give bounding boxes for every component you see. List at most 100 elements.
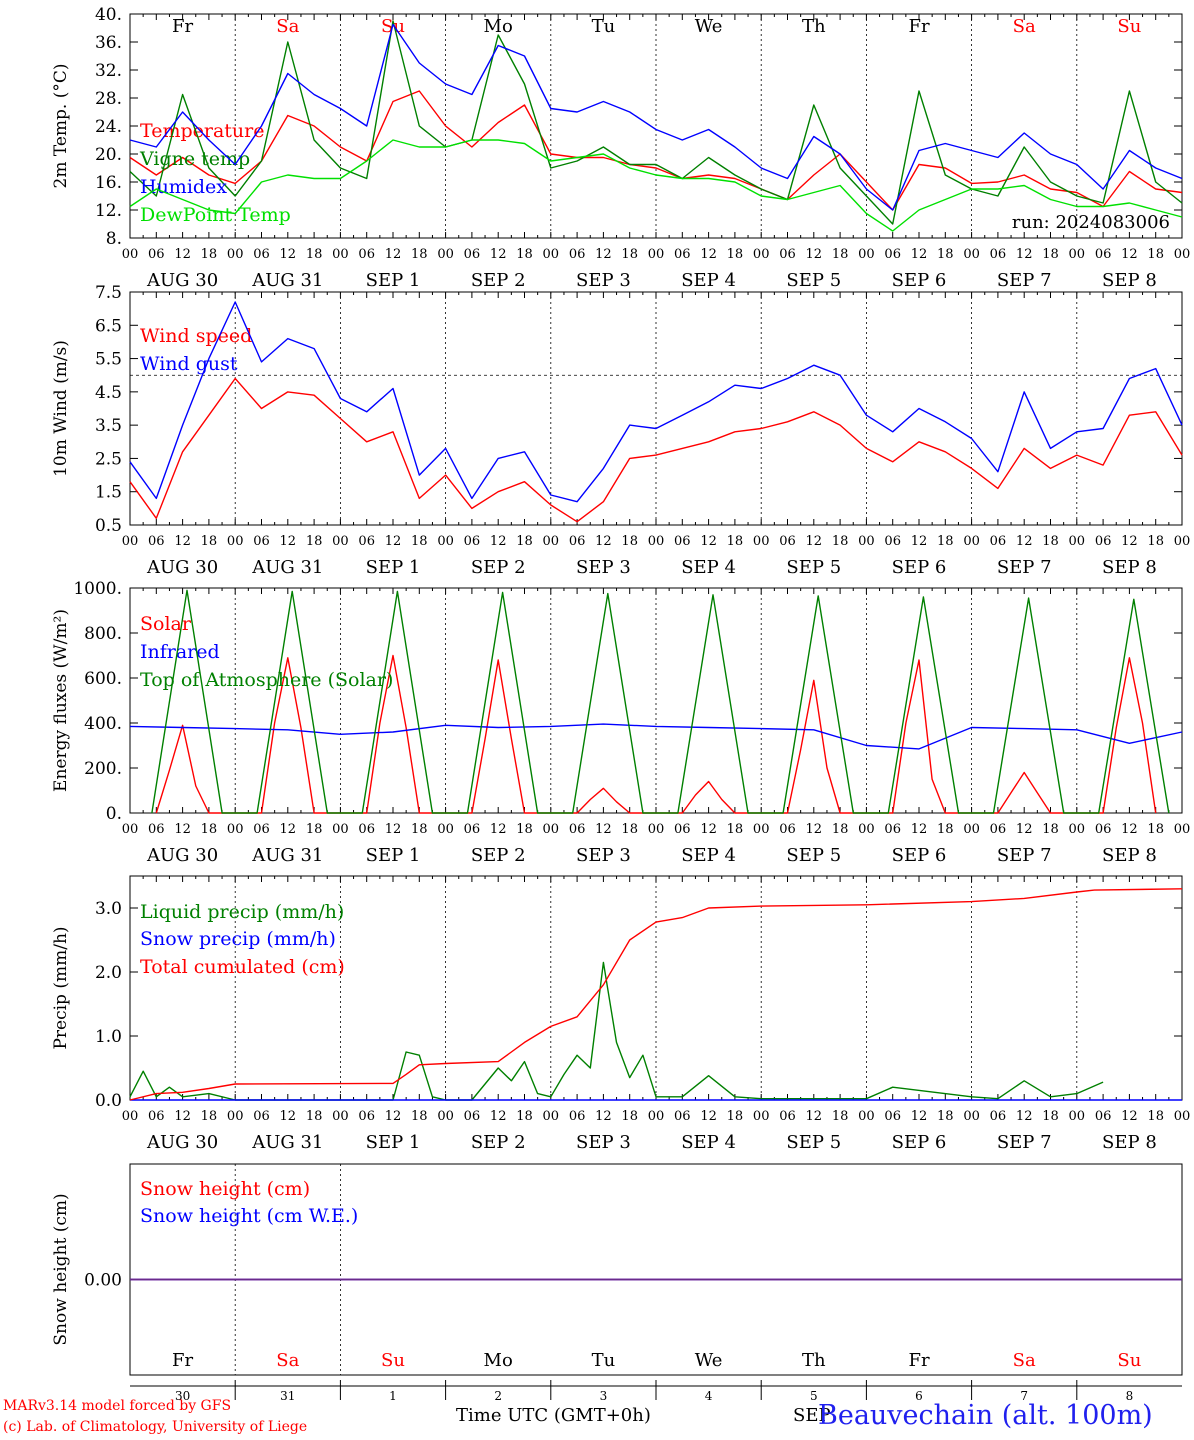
date-label: AUG 30 <box>146 1132 218 1153</box>
hour-label: 06 <box>464 1109 481 1124</box>
legend-entry: Liquid precip (mm/h) <box>140 901 344 923</box>
date-label: SEP 6 <box>892 270 947 291</box>
hour-label: 00 <box>1069 534 1086 549</box>
bottom-day-label: Tu <box>592 1350 616 1371</box>
hour-label: 12 <box>1121 822 1138 837</box>
hour-label: 18 <box>621 247 638 262</box>
hour-label: 12 <box>700 247 717 262</box>
hour-label: 00 <box>648 822 665 837</box>
hour-label: 00 <box>437 534 454 549</box>
hour-label: 06 <box>1095 247 1112 262</box>
bottom-day-label: Fr <box>172 1350 193 1371</box>
hour-label: 06 <box>253 1109 270 1124</box>
hour-label: 00 <box>963 1109 980 1124</box>
y-tick-label: 28. <box>95 89 122 109</box>
hour-label: 18 <box>1147 1109 1164 1124</box>
panel-5: 0.00 Snow height (cm) Snow height (cm) Snow… <box>51 1163 1183 1376</box>
hour-label: 18 <box>832 1109 849 1124</box>
date-label: SEP 2 <box>471 270 526 291</box>
legend-entry: Wind gust <box>140 353 238 375</box>
hour-label: 00 <box>122 1109 139 1124</box>
hour-label: 12 <box>700 1109 717 1124</box>
y-tick-label: 6.5 <box>95 316 122 336</box>
hour-label: 06 <box>779 534 796 549</box>
y-axis-title: Snow height (cm) <box>51 1193 71 1345</box>
hour-label: 18 <box>201 247 218 262</box>
y-tick-label: 7.5 <box>95 283 122 303</box>
bottom-day-label: Th <box>802 1350 826 1371</box>
y-tick-label: 400. <box>84 714 122 734</box>
date-label: SEP 6 <box>892 845 947 866</box>
hour-label: 06 <box>148 247 165 262</box>
bottom-day-number: 3 <box>600 1389 608 1403</box>
hour-label: 00 <box>753 822 770 837</box>
hour-label: 00 <box>648 1109 665 1124</box>
hour-label: 00 <box>332 247 349 262</box>
series-wind-speed <box>129 377 1183 523</box>
legend-entry: Wind speed <box>140 325 252 347</box>
date-label: SEP 8 <box>1102 1132 1157 1153</box>
y-axis-title: 10m Wind (m/s) <box>51 340 71 477</box>
hour-label: 06 <box>358 822 375 837</box>
hour-label: 18 <box>516 1109 533 1124</box>
hour-label: 18 <box>727 822 744 837</box>
hour-label: 00 <box>227 247 244 262</box>
date-label: SEP 8 <box>1102 557 1157 578</box>
station-name: Beauvechain (alt. 100m) <box>818 1400 1153 1431</box>
hour-label: 18 <box>727 534 744 549</box>
hour-label: 00 <box>963 247 980 262</box>
hour-label: 18 <box>727 247 744 262</box>
date-label: SEP 1 <box>366 1132 421 1153</box>
y-tick-label: 4.5 <box>95 383 122 403</box>
y-tick-label: 36. <box>95 33 122 53</box>
hour-label: 18 <box>1042 822 1059 837</box>
panel-3: 0. 200. 400. 600. 800. 1000.Energy fluxes (W/… <box>51 579 1190 866</box>
date-label: SEP 4 <box>681 270 736 291</box>
y-tick-label: 20. <box>95 145 122 165</box>
y-axis-title: 2m Temp. (°C) <box>51 63 71 188</box>
date-label: SEP 4 <box>681 1132 736 1153</box>
hour-label: 00 <box>1174 822 1191 837</box>
bottom-day-label: Su <box>1117 1350 1141 1371</box>
hour-label: 06 <box>884 534 901 549</box>
series-infrared <box>129 723 1183 750</box>
hour-label: 18 <box>411 822 428 837</box>
date-label: SEP 1 <box>366 845 421 866</box>
partial-month-label: SEP <box>793 1405 831 1426</box>
y-tick-label: 8. <box>106 229 122 249</box>
hour-label: 06 <box>990 822 1007 837</box>
hour-label: 12 <box>174 247 191 262</box>
hour-label: 06 <box>464 534 481 549</box>
hour-label: 12 <box>595 247 612 262</box>
series-wind-gust <box>129 301 1183 503</box>
series-liquid-precip-mm-h- <box>129 961 1104 1101</box>
hour-label: 06 <box>358 247 375 262</box>
bottom-day-number: 31 <box>280 1389 295 1403</box>
legend-entry: Vigne temp <box>139 148 250 170</box>
bottom-day-number: 2 <box>494 1389 502 1403</box>
hour-label: 06 <box>779 822 796 837</box>
hour-label: 00 <box>122 247 139 262</box>
hour-label: 00 <box>648 247 665 262</box>
hour-label: 12 <box>280 247 297 262</box>
hour-label: 06 <box>884 822 901 837</box>
bottom-day-number: 5 <box>810 1389 818 1403</box>
bottom-day-label: We <box>695 1350 723 1371</box>
hour-label: 00 <box>858 822 875 837</box>
hour-label: 18 <box>1042 534 1059 549</box>
hour-label: 12 <box>490 822 507 837</box>
hour-label: 00 <box>1069 822 1086 837</box>
hour-label: 06 <box>464 822 481 837</box>
hour-label: 18 <box>1042 1109 1059 1124</box>
date-label: SEP 2 <box>471 1132 526 1153</box>
hour-label: 18 <box>306 534 323 549</box>
hour-label: 00 <box>858 534 875 549</box>
hour-label: 12 <box>385 534 402 549</box>
date-label: AUG 30 <box>146 557 218 578</box>
bottom-day-label: Su <box>381 1350 405 1371</box>
hour-label: 12 <box>1121 247 1138 262</box>
hour-label: 18 <box>1147 534 1164 549</box>
hour-label: 06 <box>148 822 165 837</box>
y-tick-label: 600. <box>84 669 122 689</box>
